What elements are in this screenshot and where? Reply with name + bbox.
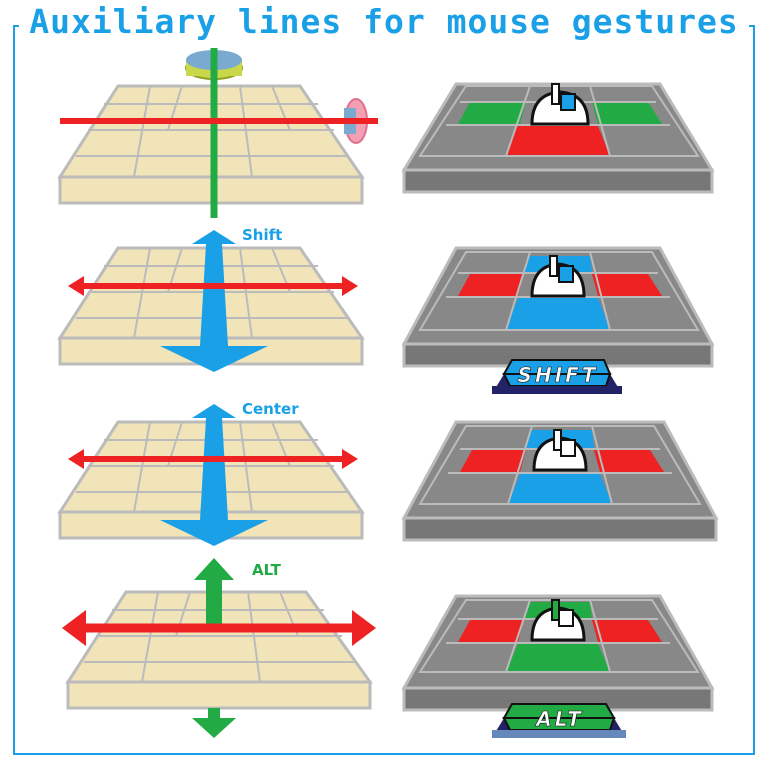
gesture-board-row4	[401, 594, 715, 712]
red-horizontal-arrow-row4	[62, 610, 376, 646]
gesture-board-row1	[401, 82, 715, 194]
label-alt: ALT	[252, 561, 282, 579]
x-rotation-ring	[330, 98, 378, 144]
shift-key-label: SHIFT	[518, 363, 599, 387]
green-vertical-arrow-row4	[192, 558, 236, 738]
red-horizontal-arrow-row2	[68, 276, 358, 296]
board-row4	[65, 590, 373, 710]
diagram-title: Auxiliary lines for mouse gestures	[0, 2, 768, 41]
label-shift: Shift	[242, 226, 282, 244]
blue-vertical-arrow-row3	[160, 404, 268, 546]
gesture-board-row2	[401, 246, 715, 368]
red-horizontal-arrow-row3	[68, 449, 358, 469]
y-rotation-ring	[185, 48, 243, 84]
title-text: Auxiliary lines for mouse gestures	[19, 2, 749, 41]
shift-key: SHIFT	[492, 359, 622, 394]
gesture-board-row3	[401, 420, 719, 542]
label-center: Center	[242, 400, 299, 418]
blue-vertical-arrow-row2	[160, 230, 268, 372]
alt-key: ALT	[492, 703, 626, 738]
alt-key-label: ALT	[534, 707, 584, 731]
